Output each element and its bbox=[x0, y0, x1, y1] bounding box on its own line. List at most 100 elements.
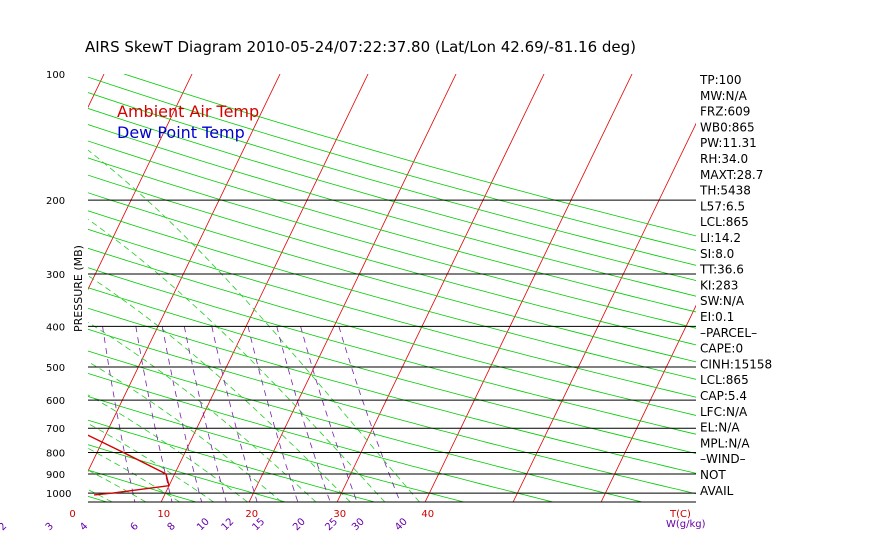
dry-adiabat-line bbox=[88, 395, 464, 502]
pressure-tick-label: 700 bbox=[46, 424, 65, 435]
pressure-tick-label: 200 bbox=[46, 196, 65, 207]
stability-index-label: MW:N/A bbox=[700, 89, 748, 103]
isotherm-line bbox=[336, 74, 545, 502]
stability-index-label: KI:283 bbox=[700, 278, 738, 292]
moist-adiabat-line bbox=[88, 149, 420, 502]
dry-adiabat-line bbox=[88, 108, 696, 281]
bottom-temp-tick-label: 20 bbox=[245, 509, 258, 520]
stability-index-label: TT:36.6 bbox=[699, 263, 744, 277]
stability-index-label: LCL:865 bbox=[700, 373, 749, 387]
stability-index-label: SW:N/A bbox=[700, 294, 745, 308]
stability-index-label: MAXT:28.7 bbox=[700, 168, 763, 182]
thermo-grid bbox=[88, 74, 696, 502]
isotherm-line bbox=[248, 74, 457, 502]
bottom-temp-tick-label: 40 bbox=[421, 509, 434, 520]
stability-index-label: TP:100 bbox=[699, 73, 742, 87]
legend-dew-point: Dew Point Temp bbox=[117, 123, 245, 142]
stability-index-label: RH:34.0 bbox=[700, 152, 748, 166]
dry-adiabat-line bbox=[88, 350, 643, 502]
mixing-ratio-line bbox=[102, 326, 136, 502]
dry-adiabat-line bbox=[88, 192, 696, 363]
moist-adiabat-line bbox=[88, 469, 147, 502]
stability-index-label: CINH:15158 bbox=[700, 357, 772, 371]
pressure-tick-label: 800 bbox=[46, 449, 65, 460]
mixing-ratio-line bbox=[211, 326, 258, 502]
stability-index-label: EI:0.1 bbox=[700, 310, 734, 324]
dry-adiabat-line bbox=[88, 140, 696, 313]
mixing-ratio-line bbox=[135, 326, 173, 502]
stability-index-label: TH:5438 bbox=[699, 184, 751, 198]
dry-adiabat-line bbox=[88, 419, 375, 502]
dry-adiabat-line bbox=[88, 469, 197, 502]
stability-index-label: WB0:865 bbox=[700, 120, 755, 134]
mixing-ratio-line bbox=[247, 326, 299, 502]
pressure-tick-label: 1000 bbox=[46, 489, 71, 500]
stability-index-label: –WIND– bbox=[700, 452, 746, 466]
isotherm-line bbox=[88, 74, 281, 473]
dry-adiabat-line bbox=[88, 247, 696, 416]
stability-index-label: AVAIL bbox=[700, 484, 734, 498]
stability-index-label: EL:N/A bbox=[700, 421, 740, 435]
x-unit-label: T(C) bbox=[669, 509, 691, 520]
mixing-ratio-line bbox=[161, 326, 202, 502]
stability-index-label: NOT bbox=[700, 468, 726, 482]
isotherm-line bbox=[512, 122, 696, 502]
pressure-tick-label: 500 bbox=[46, 363, 65, 374]
moist-adiabat-line bbox=[88, 423, 214, 502]
dry-adiabat-line bbox=[88, 372, 554, 502]
pressure-tick-label: 300 bbox=[46, 270, 65, 281]
stability-index-label: LI:14.2 bbox=[700, 231, 741, 245]
pressure-tick-label: 400 bbox=[46, 322, 65, 333]
isotherm-line bbox=[160, 74, 369, 502]
stability-index-label: L57:6.5 bbox=[700, 199, 745, 213]
moist-adiabat-line bbox=[88, 275, 351, 502]
dry-adiabat-line bbox=[88, 124, 696, 297]
dry-adiabat-line bbox=[88, 157, 696, 329]
dry-adiabat-line bbox=[88, 444, 286, 502]
dry-adiabat-line bbox=[88, 76, 696, 251]
moist-adiabat-line bbox=[88, 321, 317, 502]
stability-index-label: LFC:N/A bbox=[700, 405, 748, 419]
stability-index-label: PW:11.31 bbox=[700, 136, 757, 150]
dry-adiabat-line bbox=[88, 228, 696, 398]
mixing-ratio-line bbox=[276, 326, 331, 502]
bottom-temp-tick-label: 10 bbox=[157, 509, 170, 520]
dry-adiabat-line bbox=[88, 287, 696, 454]
dry-adiabat-line bbox=[88, 92, 696, 266]
stability-index-label: MPL:N/A bbox=[700, 436, 750, 450]
dry-adiabat-line bbox=[88, 174, 696, 346]
chart-title: AIRS SkewT Diagram 2010-05-24/07:22:37.8… bbox=[85, 38, 636, 56]
bottom-temp-tick-label: 30 bbox=[333, 509, 346, 520]
dry-adiabat-line bbox=[88, 210, 696, 380]
stability-index-label: CAPE:0 bbox=[700, 342, 743, 356]
bottom-temp-tick-label: 0 bbox=[69, 509, 75, 520]
profiles bbox=[88, 434, 170, 496]
moist-adiabat-line bbox=[88, 218, 386, 502]
dry-adiabat-line bbox=[88, 267, 696, 435]
stability-index-label: LCL:865 bbox=[700, 215, 749, 229]
legend-air-temp: Ambient Air Temp bbox=[117, 102, 259, 121]
stability-index-label: FRZ:609 bbox=[700, 105, 750, 119]
mixing-ratio-tick-label: 2 bbox=[0, 521, 9, 533]
moist-adiabat-line bbox=[88, 361, 282, 502]
mixing-ratio-line bbox=[183, 326, 227, 502]
stability-index-label: CAP:5.4 bbox=[700, 389, 747, 403]
y-axis-label: PRESSURE (MB) bbox=[72, 245, 85, 332]
air-temp-line bbox=[88, 434, 170, 496]
isotherm-line bbox=[600, 304, 696, 502]
mixing-ratio-line bbox=[338, 326, 401, 502]
dry-adiabat-line bbox=[88, 328, 696, 495]
mixing-ratio-line bbox=[300, 326, 358, 502]
pressure-tick-label: 900 bbox=[46, 470, 65, 481]
pressure-tick-label: 100 bbox=[46, 70, 65, 81]
pressure-tick-label: 600 bbox=[46, 396, 65, 407]
mixing-ratio-unit-label: W(g/kg) bbox=[666, 519, 706, 530]
stability-index-label: –PARCEL– bbox=[700, 326, 757, 340]
dry-adiabat-line bbox=[88, 307, 696, 474]
stability-index-label: SI:8.0 bbox=[700, 247, 734, 261]
isotherm-line bbox=[424, 74, 633, 502]
isobars bbox=[88, 199, 696, 503]
